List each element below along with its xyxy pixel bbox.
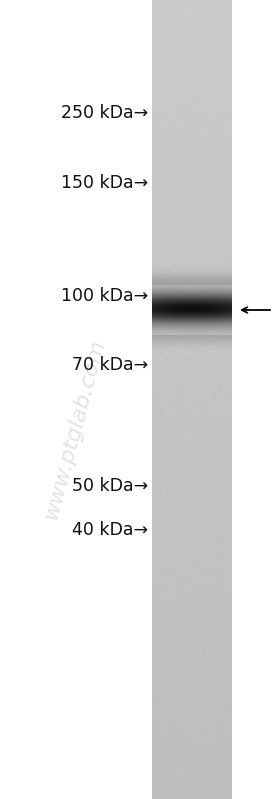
Text: 70 kDa→: 70 kDa→ [72, 356, 148, 374]
Text: 150 kDa→: 150 kDa→ [61, 174, 148, 192]
Text: 40 kDa→: 40 kDa→ [72, 521, 148, 539]
Text: 100 kDa→: 100 kDa→ [61, 287, 148, 305]
Text: 50 kDa→: 50 kDa→ [72, 477, 148, 495]
Text: www.ptglab.com: www.ptglab.com [41, 338, 109, 523]
Text: 250 kDa→: 250 kDa→ [61, 104, 148, 122]
